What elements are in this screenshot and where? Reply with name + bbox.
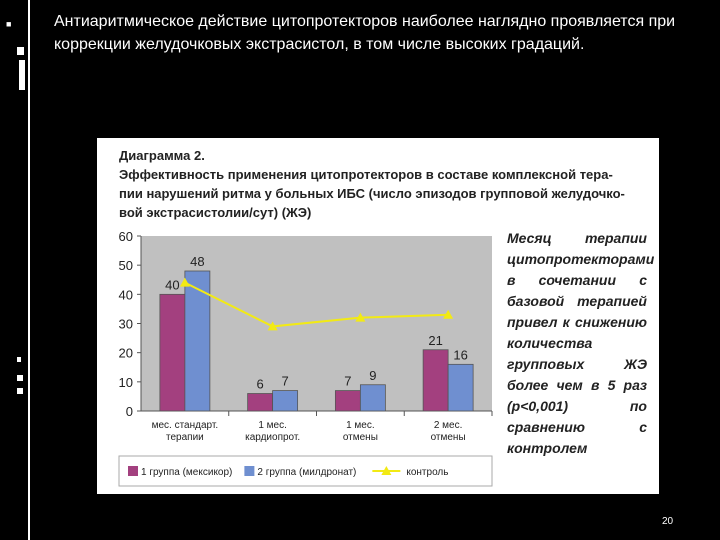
bar-data-label: 48 (190, 254, 204, 269)
legend-box (118, 455, 493, 487)
deco-square-3 (17, 375, 23, 381)
legend-label: контроль (406, 467, 448, 478)
bar-data-label: 9 (369, 368, 376, 383)
x-tick-label: 1 мес. (346, 420, 375, 431)
bar-data-label: 7 (282, 374, 289, 389)
left-decoration (17, 0, 30, 540)
diagram-title: Диаграмма 2. Эффективность применения ци… (119, 146, 659, 222)
page-number: 20 (662, 516, 674, 527)
x-tick-label: кардиопрот. (245, 432, 300, 443)
x-tick-label: отмены (343, 432, 378, 443)
slide-text: Антиаритмическое действие цитопротекторо… (54, 13, 676, 53)
bar (359, 384, 386, 412)
deco-square-4 (17, 388, 23, 394)
y-tick-label: 20 (119, 346, 133, 361)
slide-bullet: ■ (6, 19, 12, 29)
y-tick-label: 60 (119, 229, 133, 244)
deco-square-2 (17, 357, 21, 362)
bar-data-label: 6 (257, 377, 264, 392)
x-tick-label: 2 мес. (434, 420, 463, 431)
x-tick-label: мес. стандарт. (152, 420, 219, 431)
y-tick-label: 50 (119, 258, 133, 273)
y-tick-label: 40 (119, 287, 133, 302)
side-note: Месяц терапии цитопротекторами в сочетан… (507, 230, 655, 456)
bar (159, 293, 186, 412)
legend-swatch (128, 466, 138, 476)
bar (422, 349, 449, 412)
legend-label: 1 группа (мексикор) (141, 467, 232, 478)
bar (247, 393, 274, 412)
bar-data-label: 16 (453, 347, 467, 362)
bar-data-label: 7 (344, 374, 351, 389)
legend-marker-swatch (381, 466, 392, 475)
control-point (355, 312, 366, 322)
bar (272, 390, 299, 412)
x-tick-label: отмены (431, 432, 466, 443)
bar (184, 270, 211, 412)
diagram-title-line-1: Диаграмма 2. (119, 148, 205, 163)
x-tick-label: 1 мес. (258, 420, 287, 431)
bar (334, 390, 361, 412)
x-tick-label: терапии (166, 432, 204, 443)
control-point (179, 277, 190, 287)
control-series-line (184, 281, 449, 328)
control-point (267, 321, 278, 331)
bar-data-label: 21 (428, 333, 442, 348)
diagram-title-line-3: пии нарушений ритма у больных ИБС (число… (119, 186, 625, 201)
bar (447, 363, 474, 412)
deco-bar (19, 60, 25, 90)
y-tick-label: 10 (119, 375, 133, 390)
diagram-title-line-2: Эффективность применения цитопротекторов… (119, 167, 613, 182)
y-tick-label: 30 (119, 317, 133, 332)
y-tick-label: 0 (126, 404, 133, 419)
left-divider-line (28, 0, 30, 540)
diagram-title-line-4: вой экстрасистолии/сут) (ЖЭ) (119, 205, 312, 220)
deco-square-1 (17, 47, 24, 55)
bar-data-label: 40 (165, 277, 179, 292)
legend-label: 2 группа (милдронат) (257, 467, 356, 478)
control-point (443, 309, 454, 319)
legend-swatch (244, 466, 255, 476)
